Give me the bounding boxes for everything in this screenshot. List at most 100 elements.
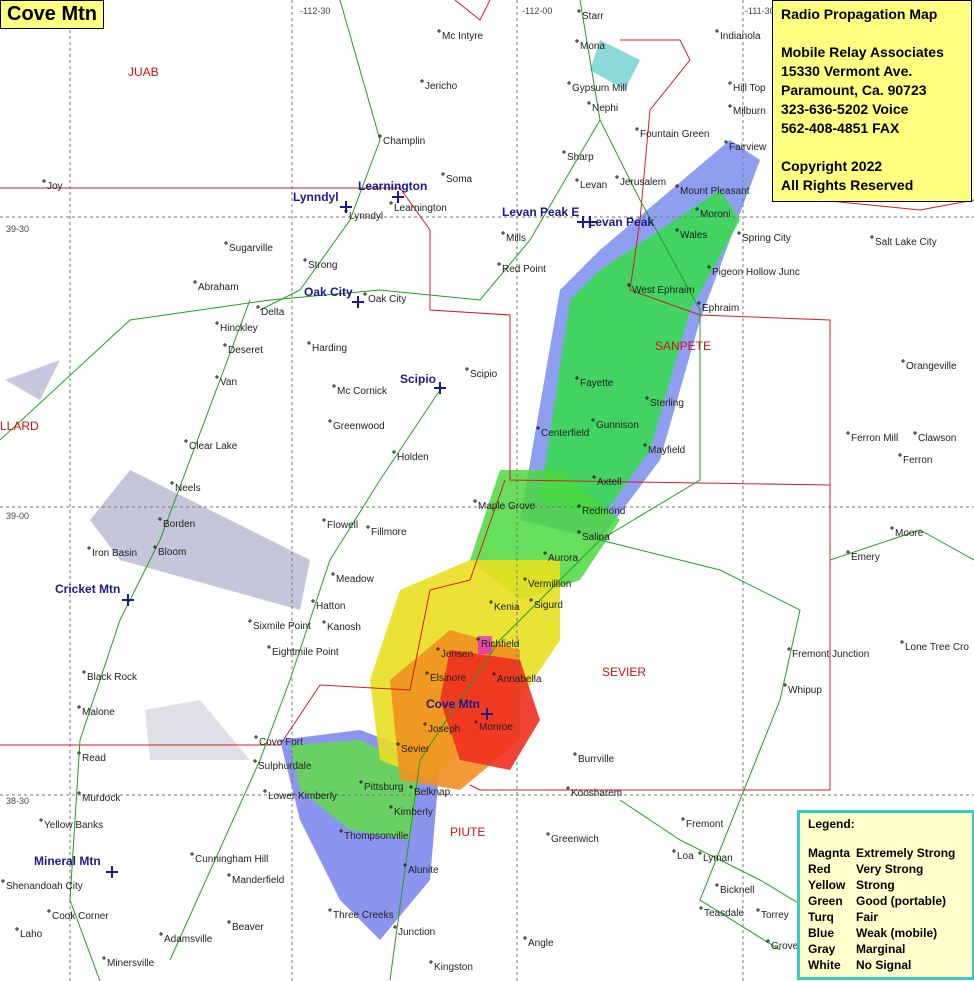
town-label: Mc Intyre — [442, 31, 484, 42]
town-label: Angle — [528, 938, 554, 949]
legend-label: Fair — [856, 910, 879, 924]
info-line: Mobile Relay Associates — [781, 44, 944, 60]
town-marker — [307, 341, 311, 345]
town-label: Lyman — [703, 853, 733, 864]
town-marker — [870, 235, 874, 239]
town-marker — [489, 600, 493, 604]
town-label: Lynndyl — [349, 211, 383, 222]
town-label: Minersville — [107, 958, 155, 969]
town-label: Junction — [398, 927, 435, 938]
title: Cove Mtn — [7, 3, 97, 25]
town-marker — [728, 104, 732, 108]
town-marker — [190, 852, 194, 856]
town-label: Belknap — [414, 787, 451, 798]
town-label: Kenia — [494, 602, 520, 613]
town-marker — [102, 956, 106, 960]
town-marker — [322, 518, 326, 522]
town-marker — [378, 134, 382, 138]
legend-color: Turq — [808, 910, 834, 924]
town-label: Sevier — [401, 744, 430, 755]
town-marker — [787, 647, 791, 651]
town-label: Alunite — [408, 865, 439, 876]
town-marker — [645, 396, 649, 400]
town-marker — [465, 367, 469, 371]
town-marker — [153, 545, 157, 549]
town-marker — [193, 280, 197, 284]
town-label: Sugarville — [229, 243, 273, 254]
legend-color: Yellow — [808, 878, 846, 892]
town-marker — [224, 241, 228, 245]
town-label: Teasdale — [704, 908, 744, 919]
town-label: Lower Kimberly — [268, 791, 337, 802]
town-marker — [476, 637, 480, 641]
town-label: Jericho — [425, 81, 458, 92]
town-label: Loa — [677, 851, 694, 862]
town-label: Nephi — [592, 103, 618, 114]
town-marker — [577, 504, 581, 508]
town-label: Harding — [312, 343, 347, 354]
info-line: Copyright 2022 — [781, 158, 883, 174]
town-marker — [575, 39, 579, 43]
town-marker — [913, 431, 917, 435]
town-label: Borden — [163, 519, 195, 530]
town-marker — [577, 530, 581, 534]
town-label: Axtell — [597, 477, 621, 488]
town-marker — [543, 551, 547, 555]
town-label: Cove Fort — [259, 737, 303, 748]
grid-label: 39-00 — [6, 511, 29, 521]
county-label: PIUTE — [450, 825, 485, 839]
town-marker — [332, 384, 336, 388]
site-marker — [481, 708, 493, 720]
town-marker — [523, 936, 527, 940]
town-marker — [529, 598, 533, 602]
town-marker — [567, 81, 571, 85]
site-label: Mineral Mtn — [34, 854, 101, 868]
town-label: Moroni — [700, 209, 731, 220]
town-label: Fremont — [686, 819, 723, 830]
site-marker — [106, 866, 118, 878]
town-marker — [267, 645, 271, 649]
site-marker — [392, 191, 404, 203]
town-marker — [536, 426, 540, 430]
town-marker — [635, 127, 639, 131]
town-marker — [393, 925, 397, 929]
town-marker — [575, 178, 579, 182]
town-label: Clawson — [918, 433, 956, 444]
town-label: Deseret — [228, 345, 263, 356]
town-marker — [898, 453, 902, 457]
info-line: Radio Propagation Map — [781, 6, 938, 22]
town-marker — [253, 759, 257, 763]
legend-row: Yellow Strong — [808, 877, 972, 893]
legend-row: Turq Fair — [808, 909, 972, 925]
town-label: Clear Lake — [189, 441, 238, 452]
town-label: Bicknell — [720, 885, 754, 896]
town-label: Fountain Green — [640, 129, 710, 140]
town-label: Learnington — [394, 203, 447, 214]
town-marker — [766, 939, 770, 943]
legend-title: Legend: — [808, 817, 855, 831]
town-marker — [728, 81, 732, 85]
town-marker — [523, 577, 527, 581]
town-marker — [311, 599, 315, 603]
town-marker — [474, 720, 478, 724]
grid-label: 39-30 — [6, 224, 29, 234]
town-label: Adamsville — [164, 934, 213, 945]
site-marker — [122, 594, 134, 606]
site-label: Levan Peak — [588, 215, 654, 229]
town-label: Abraham — [198, 282, 239, 293]
town-marker — [366, 525, 370, 529]
legend-color: White — [808, 958, 841, 972]
town-label: Burrville — [578, 754, 615, 765]
town-marker — [566, 786, 570, 790]
coverage — [5, 40, 760, 940]
town-label: Laho — [20, 929, 43, 940]
town-marker — [322, 620, 326, 624]
town-label: Milburn — [733, 106, 766, 117]
town-marker — [437, 29, 441, 33]
town-label: Van — [220, 377, 237, 388]
site-marker — [352, 296, 364, 308]
town-marker — [575, 376, 579, 380]
legend-label: Extremely Strong — [856, 846, 956, 860]
